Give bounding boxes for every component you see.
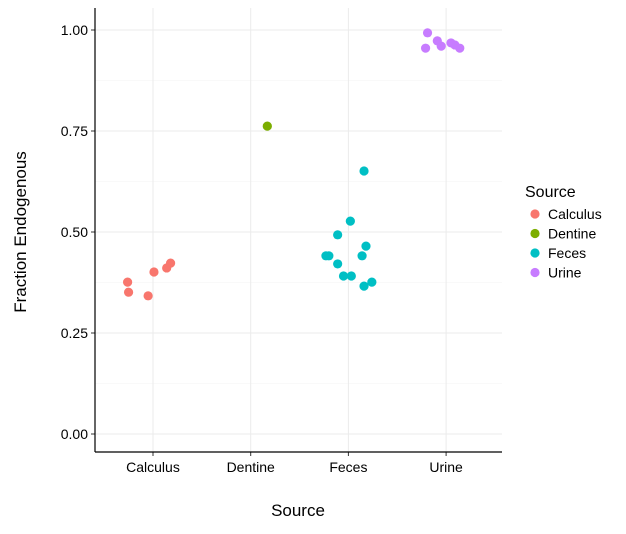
data-point-feces	[359, 166, 369, 176]
x-tick-label: Urine	[429, 459, 463, 475]
data-point-feces	[345, 216, 355, 226]
legend-key-dentine	[530, 228, 540, 239]
legend-label-dentine: Dentine	[548, 226, 596, 242]
data-point-feces	[346, 271, 356, 281]
legend: Source Calculus Dentine Feces Urine	[525, 184, 602, 281]
x-tick-label: Feces	[329, 459, 367, 475]
data-point-calculus	[123, 287, 134, 297]
data-point-calculus	[149, 267, 159, 277]
y-tick-label: 0.75	[61, 123, 88, 139]
data-point-urine	[455, 43, 465, 53]
y-axis-label: Fraction Endogenous	[11, 151, 30, 313]
x-tick-label: Calculus	[126, 459, 180, 475]
legend-key-urine	[530, 267, 540, 278]
y-tick-label: 0.25	[61, 325, 88, 341]
legend-label-calculus: Calculus	[548, 206, 602, 222]
data-point-feces	[359, 281, 369, 291]
data-point-feces	[367, 277, 377, 287]
x-tick-label: Dentine	[227, 459, 275, 475]
x-axis-label: Source	[271, 501, 325, 520]
data-point-feces	[333, 259, 343, 269]
data-point-urine	[422, 28, 433, 38]
data-point-feces	[361, 241, 371, 251]
legend-label-urine: Urine	[548, 265, 582, 281]
data-point-urine	[420, 43, 431, 53]
data-point-calculus	[143, 291, 153, 301]
data-point-calculus	[122, 277, 133, 287]
data-point-urine	[436, 41, 446, 51]
legend-key-calculus	[530, 209, 540, 219]
y-tick-label: 0.50	[61, 224, 88, 240]
legend-key-feces	[530, 248, 540, 258]
legend-label-feces: Feces	[548, 245, 586, 261]
y-tick-label: 0.00	[61, 426, 88, 442]
grid	[95, 8, 502, 452]
data-point-feces	[333, 230, 343, 240]
data-point-feces	[338, 271, 349, 281]
legend-title: Source	[525, 184, 576, 201]
axes: 0.00 0.25 0.50 0.75 1.00 Calculus Dentine Feces…	[61, 8, 502, 475]
data-point-dentine	[262, 121, 272, 131]
data-points	[122, 28, 465, 301]
data-point-feces	[357, 251, 367, 261]
data-point-feces	[324, 251, 334, 261]
y-tick-label: 1.00	[61, 22, 88, 38]
data-point-calculus	[165, 258, 176, 268]
